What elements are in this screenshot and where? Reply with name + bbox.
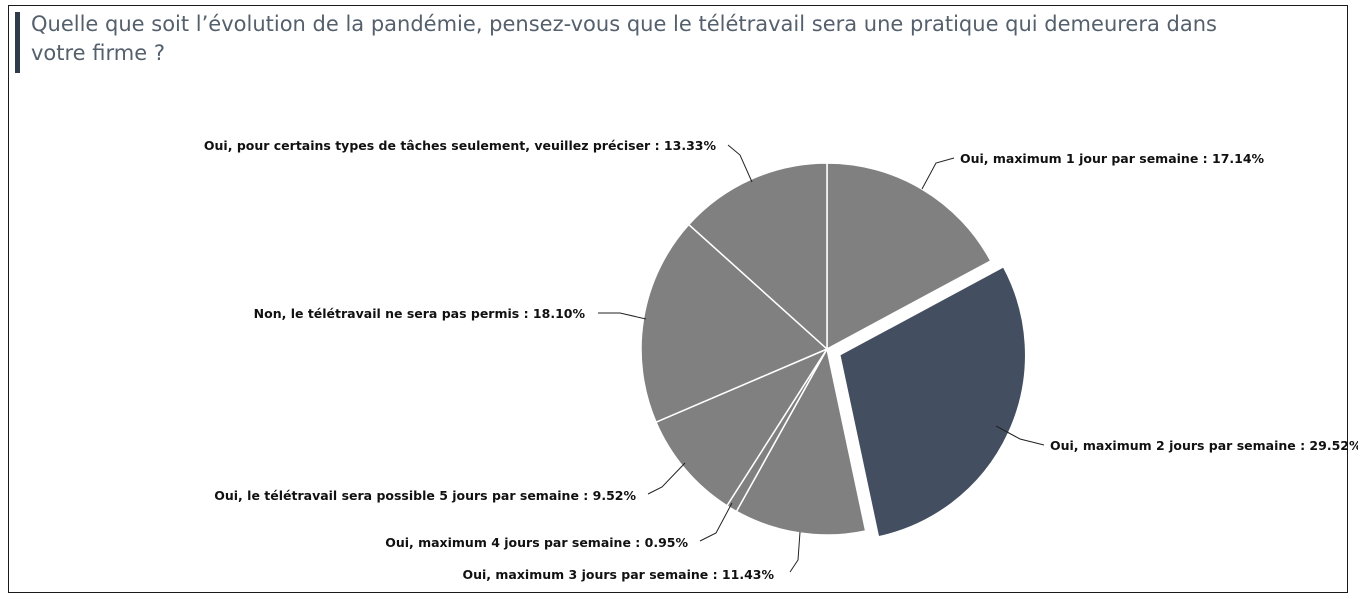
pie-slice[interactable] bbox=[735, 346, 867, 536]
slice-label: Oui, maximum 2 jours par semaine : 29.52… bbox=[1050, 438, 1358, 453]
leader-line bbox=[647, 462, 686, 495]
leader-line bbox=[789, 531, 801, 573]
slice-label: Oui, maximum 1 jour par semaine : 17.14% bbox=[960, 151, 1265, 166]
slice-label: Oui, pour certains types de tâches seule… bbox=[204, 138, 717, 153]
pie-slice[interactable] bbox=[826, 162, 992, 351]
leader-line bbox=[727, 144, 753, 183]
leader-line bbox=[598, 312, 647, 320]
chart-title: Quelle que soit l’évolution de la pandém… bbox=[31, 12, 1217, 65]
title-accent-bar bbox=[15, 12, 20, 73]
slice-label: Oui, le télétravail sera possible 5 jour… bbox=[214, 488, 636, 503]
leader-line bbox=[995, 425, 1045, 446]
slice-label: Oui, maximum 4 jours par semaine : 0.95% bbox=[385, 535, 688, 550]
leader-line bbox=[699, 502, 733, 542]
slice-label: Non, le télétravail ne sera pas permis :… bbox=[254, 306, 586, 321]
slice-label: Oui, maximum 3 jours par semaine : 11.43… bbox=[463, 567, 775, 582]
pie-slice[interactable] bbox=[655, 347, 829, 507]
pie-slice[interactable] bbox=[687, 162, 828, 351]
leader-line bbox=[921, 157, 955, 190]
